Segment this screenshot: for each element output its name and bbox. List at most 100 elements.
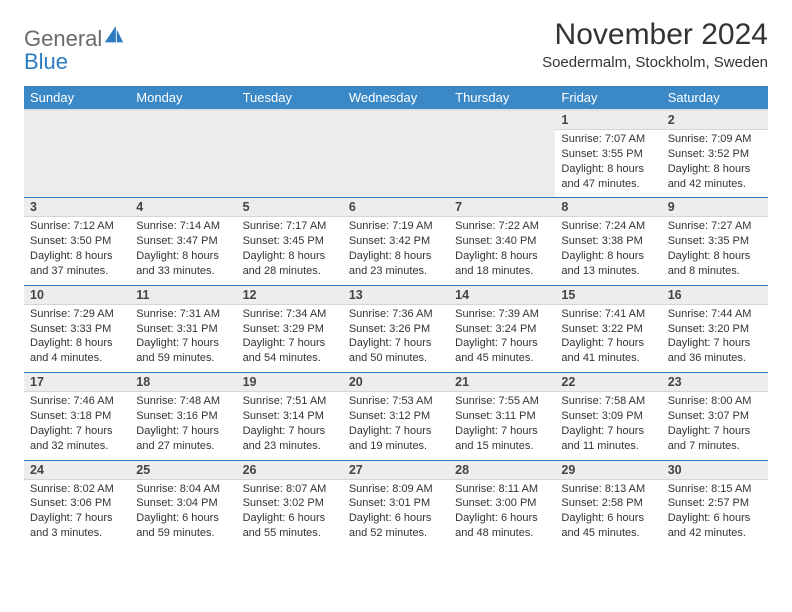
sunset-line: Sunset: 3:40 PM [455, 234, 549, 249]
day-number: 14 [449, 286, 555, 305]
calendar-cell: 4Sunrise: 7:14 AMSunset: 3:47 PMDaylight… [130, 198, 236, 285]
calendar-cell: 23Sunrise: 8:00 AMSunset: 3:07 PMDayligh… [662, 373, 768, 460]
sunset-line: Sunset: 3:29 PM [243, 322, 337, 337]
sunrise-line: Sunrise: 7:17 AM [243, 219, 337, 234]
day-number: 3 [24, 198, 130, 217]
header: General Blue November 2024 Soedermalm, S… [24, 18, 768, 74]
sunrise-line: Sunrise: 7:22 AM [455, 219, 549, 234]
day-number: 5 [237, 198, 343, 217]
daylight-line: Daylight: 7 hours and 3 minutes. [30, 511, 124, 541]
daylight-line: Daylight: 8 hours and 23 minutes. [349, 249, 443, 279]
sunrise-line: Sunrise: 7:53 AM [349, 394, 443, 409]
sunrise-line: Sunrise: 7:46 AM [30, 394, 124, 409]
daylight-line: Daylight: 8 hours and 33 minutes. [136, 249, 230, 279]
sunset-line: Sunset: 2:58 PM [561, 496, 655, 511]
day-details: Sunrise: 7:14 AMSunset: 3:47 PMDaylight:… [130, 217, 236, 284]
day-details: Sunrise: 8:13 AMSunset: 2:58 PMDaylight:… [555, 480, 661, 547]
sunset-line: Sunset: 3:31 PM [136, 322, 230, 337]
sunrise-line: Sunrise: 8:15 AM [668, 482, 762, 497]
day-details: Sunrise: 8:04 AMSunset: 3:04 PMDaylight:… [130, 480, 236, 547]
sunset-line: Sunset: 3:12 PM [349, 409, 443, 424]
calendar-cell: 26Sunrise: 8:07 AMSunset: 3:02 PMDayligh… [237, 460, 343, 547]
sunset-line: Sunset: 3:35 PM [668, 234, 762, 249]
sunset-line: Sunset: 3:18 PM [30, 409, 124, 424]
title-block: November 2024 Soedermalm, Stockholm, Swe… [542, 18, 768, 71]
daylight-line: Daylight: 7 hours and 36 minutes. [668, 336, 762, 366]
calendar-cell [130, 110, 236, 198]
sunset-line: Sunset: 3:24 PM [455, 322, 549, 337]
day-number: 21 [449, 373, 555, 392]
day-number: 8 [555, 198, 661, 217]
sunset-line: Sunset: 3:22 PM [561, 322, 655, 337]
calendar-cell: 30Sunrise: 8:15 AMSunset: 2:57 PMDayligh… [662, 460, 768, 547]
sunset-line: Sunset: 3:47 PM [136, 234, 230, 249]
weekday-header: Tuesday [237, 86, 343, 110]
day-number: 29 [555, 461, 661, 480]
calendar-cell: 27Sunrise: 8:09 AMSunset: 3:01 PMDayligh… [343, 460, 449, 547]
day-number: 23 [662, 373, 768, 392]
day-details: Sunrise: 8:15 AMSunset: 2:57 PMDaylight:… [662, 480, 768, 547]
day-details: Sunrise: 7:27 AMSunset: 3:35 PMDaylight:… [662, 217, 768, 284]
calendar-cell [343, 110, 449, 198]
sunset-line: Sunset: 3:02 PM [243, 496, 337, 511]
sunset-line: Sunset: 3:38 PM [561, 234, 655, 249]
calendar-cell [449, 110, 555, 198]
calendar-cell: 6Sunrise: 7:19 AMSunset: 3:42 PMDaylight… [343, 198, 449, 285]
day-number: 16 [662, 286, 768, 305]
sunrise-line: Sunrise: 7:39 AM [455, 307, 549, 322]
calendar-cell: 18Sunrise: 7:48 AMSunset: 3:16 PMDayligh… [130, 373, 236, 460]
sunrise-line: Sunrise: 7:34 AM [243, 307, 337, 322]
sunset-line: Sunset: 2:57 PM [668, 496, 762, 511]
daylight-line: Daylight: 6 hours and 55 minutes. [243, 511, 337, 541]
day-number: 11 [130, 286, 236, 305]
day-number: 10 [24, 286, 130, 305]
day-number: 4 [130, 198, 236, 217]
day-details: Sunrise: 7:17 AMSunset: 3:45 PMDaylight:… [237, 217, 343, 284]
calendar-cell: 8Sunrise: 7:24 AMSunset: 3:38 PMDaylight… [555, 198, 661, 285]
daylight-line: Daylight: 7 hours and 32 minutes. [30, 424, 124, 454]
sunset-line: Sunset: 3:52 PM [668, 147, 762, 162]
daylight-line: Daylight: 7 hours and 54 minutes. [243, 336, 337, 366]
sunrise-line: Sunrise: 7:31 AM [136, 307, 230, 322]
day-number: 1 [555, 111, 661, 130]
calendar-cell: 3Sunrise: 7:12 AMSunset: 3:50 PMDaylight… [24, 198, 130, 285]
weekday-header: Monday [130, 86, 236, 110]
daylight-line: Daylight: 7 hours and 23 minutes. [243, 424, 337, 454]
daylight-line: Daylight: 8 hours and 13 minutes. [561, 249, 655, 279]
day-details: Sunrise: 7:36 AMSunset: 3:26 PMDaylight:… [343, 305, 449, 372]
day-details: Sunrise: 7:22 AMSunset: 3:40 PMDaylight:… [449, 217, 555, 284]
sunset-line: Sunset: 3:01 PM [349, 496, 443, 511]
calendar-cell: 29Sunrise: 8:13 AMSunset: 2:58 PMDayligh… [555, 460, 661, 547]
calendar-week: 24Sunrise: 8:02 AMSunset: 3:06 PMDayligh… [24, 460, 768, 547]
calendar-cell: 1Sunrise: 7:07 AMSunset: 3:55 PMDaylight… [555, 110, 661, 198]
day-number: 6 [343, 198, 449, 217]
calendar-cell: 7Sunrise: 7:22 AMSunset: 3:40 PMDaylight… [449, 198, 555, 285]
daylight-line: Daylight: 7 hours and 7 minutes. [668, 424, 762, 454]
day-number: 25 [130, 461, 236, 480]
day-details: Sunrise: 7:29 AMSunset: 3:33 PMDaylight:… [24, 305, 130, 372]
day-number: 28 [449, 461, 555, 480]
location-text: Soedermalm, Stockholm, Sweden [542, 54, 768, 71]
page-title: November 2024 [542, 18, 768, 52]
calendar-table: SundayMondayTuesdayWednesdayThursdayFrid… [24, 86, 768, 547]
day-number: 17 [24, 373, 130, 392]
day-number: 13 [343, 286, 449, 305]
day-details: Sunrise: 7:31 AMSunset: 3:31 PMDaylight:… [130, 305, 236, 372]
sunrise-line: Sunrise: 7:27 AM [668, 219, 762, 234]
logo-word-general: General [24, 26, 102, 51]
day-details: Sunrise: 8:07 AMSunset: 3:02 PMDaylight:… [237, 480, 343, 547]
day-details: Sunrise: 7:55 AMSunset: 3:11 PMDaylight:… [449, 392, 555, 459]
sunset-line: Sunset: 3:16 PM [136, 409, 230, 424]
sail-icon [103, 24, 125, 46]
daylight-line: Daylight: 6 hours and 52 minutes. [349, 511, 443, 541]
daylight-line: Daylight: 7 hours and 15 minutes. [455, 424, 549, 454]
day-details: Sunrise: 7:24 AMSunset: 3:38 PMDaylight:… [555, 217, 661, 284]
day-number: 9 [662, 198, 768, 217]
daylight-line: Daylight: 7 hours and 45 minutes. [455, 336, 549, 366]
day-number: 18 [130, 373, 236, 392]
calendar-cell: 25Sunrise: 8:04 AMSunset: 3:04 PMDayligh… [130, 460, 236, 547]
calendar-header-row: SundayMondayTuesdayWednesdayThursdayFrid… [24, 86, 768, 110]
daylight-line: Daylight: 6 hours and 48 minutes. [455, 511, 549, 541]
calendar-week: 1Sunrise: 7:07 AMSunset: 3:55 PMDaylight… [24, 110, 768, 198]
sunset-line: Sunset: 3:09 PM [561, 409, 655, 424]
